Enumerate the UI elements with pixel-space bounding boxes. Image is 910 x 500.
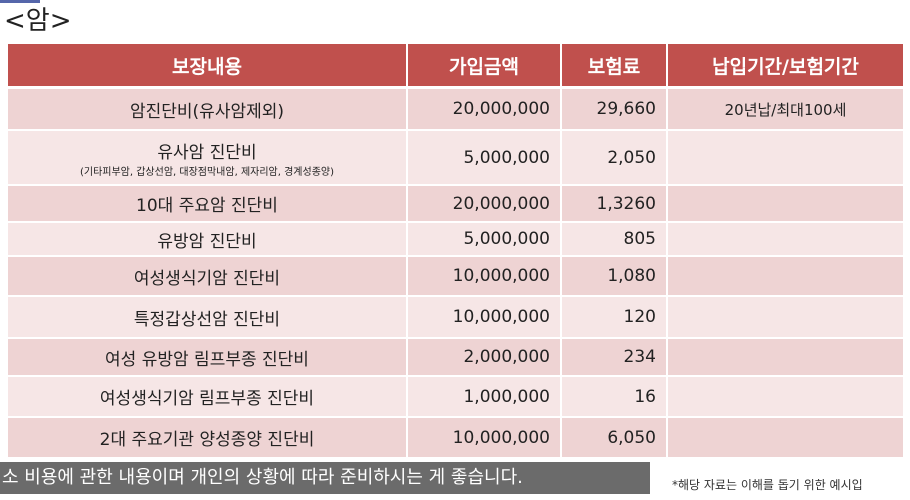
coverage-cell: 유사암 진단비 (기타피부암, 갑상선암, 대장점막내암, 제자리암, 경계성종양… xyxy=(8,131,408,186)
period-cell: 20년납/최대100세 xyxy=(668,89,905,131)
table-row: 여성 유방암 림프부종 진단비 2,000,000 234 xyxy=(8,339,905,377)
title-accent xyxy=(0,0,40,3)
period-cell xyxy=(668,186,905,223)
header-cell: 보장내용 xyxy=(8,44,408,89)
premium-cell: 234 xyxy=(562,339,668,377)
coverage-name: 암진단비(유사암제외) xyxy=(129,101,285,122)
premium-cell: 16 xyxy=(562,377,668,418)
table-row: 10대 주요암 진단비 20,000,000 1,3260 xyxy=(8,186,905,223)
coverage-note: (기타피부암, 갑상선암, 대장점막내암, 제자리암, 경계성종양) xyxy=(79,166,335,178)
table-row: 여성생식기암 림프부종 진단비 1,000,000 16 xyxy=(8,377,905,418)
coverage-name: 10대 주요암 진단비 xyxy=(136,196,278,216)
coverage-name: 특정갑상선암 진단비 xyxy=(133,309,281,330)
header-cell: 가입금액 xyxy=(408,44,562,89)
table-row: 유사암 진단비 (기타피부암, 갑상선암, 대장점막내암, 제자리암, 경계성종양… xyxy=(8,131,905,186)
period-cell xyxy=(668,377,905,418)
amount-cell: 10,000,000 xyxy=(408,418,562,459)
table-row: 여성생식기암 진단비 10,000,000 1,080 xyxy=(8,257,905,297)
premium-cell: 120 xyxy=(562,297,668,339)
period-cell xyxy=(668,223,905,257)
coverage-cell: 2대 주요기관 양성종양 진단비 xyxy=(8,418,408,459)
footer-note: *해당 자료는 이해를 돕기 위한 예시입 xyxy=(672,478,863,492)
header-row: 보장내용 가입금액 보험료 납입기간/보험기간 xyxy=(8,44,905,89)
table-body: 암진단비(유사암제외) 20,000,000 29,660 20년납/최대100세 유사… xyxy=(8,89,905,459)
title: <암> xyxy=(4,6,72,36)
coverage-cell: 여성생식기암 림프부종 진단비 xyxy=(8,377,408,418)
amount-cell: 5,000,000 xyxy=(408,223,562,257)
amount-cell: 5,000,000 xyxy=(408,131,562,186)
footer-banner: 소 비용에 관한 내용이며 개인의 상황에 따라 준비하시는 게 좋습니다. xyxy=(0,462,650,494)
coverage-name: 유방암 진단비 xyxy=(157,231,257,252)
premium-cell: 1,3260 xyxy=(562,186,668,223)
premium-cell: 2,050 xyxy=(562,131,668,186)
table-row: 암진단비(유사암제외) 20,000,000 29,660 20년납/최대100세 xyxy=(8,89,905,131)
table-row: 2대 주요기관 양성종양 진단비 10,000,000 6,050 xyxy=(8,418,905,459)
coverage-name: 여성생식기암 진단비 xyxy=(133,268,281,289)
header-cell: 보험료 xyxy=(562,44,668,89)
table-row: 특정갑상선암 진단비 10,000,000 120 xyxy=(8,297,905,339)
coverage-cell: 유방암 진단비 xyxy=(8,223,408,257)
coverage-cell: 암진단비(유사암제외) xyxy=(8,89,408,131)
amount-cell: 10,000,000 xyxy=(408,297,562,339)
period-cell xyxy=(668,418,905,459)
amount-cell: 2,000,000 xyxy=(408,339,562,377)
coverage-name: 여성생식기암 림프부종 진단비 xyxy=(99,389,315,409)
amount-cell: 20,000,000 xyxy=(408,89,562,131)
coverage-name: 유사암 진단비 xyxy=(157,142,257,163)
premium-cell: 29,660 xyxy=(562,89,668,131)
coverage-cell: 10대 주요암 진단비 xyxy=(8,186,408,223)
coverage-name: 2대 주요기관 양성종양 진단비 xyxy=(99,430,315,450)
amount-cell: 1,000,000 xyxy=(408,377,562,418)
table-row: 유방암 진단비 5,000,000 805 xyxy=(8,223,905,257)
period-cell xyxy=(668,339,905,377)
period-cell xyxy=(668,257,905,297)
premium-cell: 1,080 xyxy=(562,257,668,297)
premium-cell: 805 xyxy=(562,223,668,257)
amount-cell: 20,000,000 xyxy=(408,186,562,223)
premium-cell: 6,050 xyxy=(562,418,668,459)
coverage-name: 여성 유방암 림프부종 진단비 xyxy=(105,349,309,370)
amount-cell: 10,000,000 xyxy=(408,257,562,297)
coverage-cell: 특정갑상선암 진단비 xyxy=(8,297,408,339)
header-cell: 납입기간/보험기간 xyxy=(668,44,905,89)
period-cell xyxy=(668,131,905,186)
coverage-cell: 여성생식기암 진단비 xyxy=(8,257,408,297)
coverage-table: 보장내용 가입금액 보험료 납입기간/보험기간 암진단비(유사암제외) 20,000,0… xyxy=(8,44,905,459)
coverage-cell: 여성 유방암 림프부종 진단비 xyxy=(8,339,408,377)
period-cell xyxy=(668,297,905,339)
